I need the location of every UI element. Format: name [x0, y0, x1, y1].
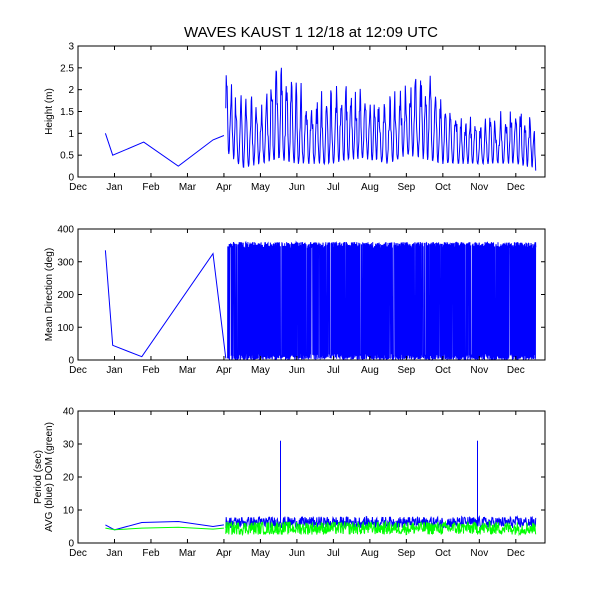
direction-xtick-label-12: Dec: [507, 365, 525, 376]
direction-ytick-label-0: 0: [68, 356, 74, 367]
height-series-0: [104, 67, 537, 171]
direction-xtick-label-1: Jan: [106, 365, 122, 376]
height-xtick-label-4: Apr: [216, 182, 232, 193]
direction-xtick-label-2: Feb: [142, 365, 160, 376]
period-ytick-label-0: 0: [68, 539, 74, 550]
height-xtick-label-5: May: [251, 182, 270, 193]
period-xtick-label-8: Aug: [361, 548, 379, 559]
period-xtick-label-9: Sep: [397, 548, 415, 559]
direction-xtick-label-6: Jun: [289, 365, 305, 376]
period-xtick-label-11: Nov: [470, 548, 488, 559]
direction-xtick-label-11: Nov: [470, 365, 488, 376]
height-ytick-label-1: 0.5: [60, 151, 74, 162]
direction-xtick-label-4: Apr: [216, 365, 232, 376]
period-series-0-early-line: [105, 520, 224, 531]
direction-xtick-label-9: Sep: [397, 365, 415, 376]
period-series-0-dense-line: [225, 515, 537, 530]
height-xtick-label-11: Nov: [470, 182, 488, 193]
direction-xtick-label-8: Aug: [361, 365, 379, 376]
period-xtick-label-12: Dec: [507, 548, 525, 559]
period-ytick-label-2: 20: [63, 473, 75, 484]
period-series-1-early-line: [105, 526, 224, 531]
direction-ytick-label-3: 300: [57, 257, 74, 268]
period-xtick-label-7: Jul: [327, 548, 340, 559]
height-ytick-label-5: 2.5: [60, 63, 74, 74]
height-ytick-label-0: 0: [68, 173, 74, 184]
height-xtick-label-0: Dec: [69, 182, 87, 193]
period-series-0: [105, 440, 537, 531]
period-series-1: [105, 520, 537, 537]
height-ytick-label-6: 3: [68, 42, 74, 53]
period-xtick-label-10: Oct: [435, 548, 451, 559]
height-chart: 0 0.5 1 1.5 2 2.5 3 Dec Jan Feb Mar Apr May Jun Jul Aug…: [44, 42, 546, 193]
height-xtick-label-8: Aug: [361, 182, 379, 193]
period-ytick-label-4: 40: [63, 407, 75, 418]
period-xtick-label-4: Apr: [216, 548, 232, 559]
height-series-0-early-line: [104, 133, 225, 167]
direction-chart: 0 100 200 300 400 Dec Jan Feb Mar Apr May Jun Jul Aug…: [44, 225, 546, 376]
direction-ylabel: Mean Direction (deg): [44, 248, 55, 341]
height-xtick-label-12: Dec: [507, 182, 525, 193]
direction-series-0: [104, 240, 537, 361]
height-xtick-label-2: Feb: [142, 182, 160, 193]
direction-series-0-early-line: [104, 250, 227, 359]
period-xtick-label-2: Feb: [142, 548, 160, 559]
height-ytick-label-3: 1.5: [60, 107, 74, 118]
height-xtick-label-6: Jun: [289, 182, 305, 193]
height-xtick-label-1: Jan: [106, 182, 122, 193]
period-ytick-label-3: 30: [63, 440, 75, 451]
direction-ytick-label-4: 400: [57, 225, 74, 236]
period-xtick-label-1: Jan: [106, 548, 122, 559]
direction-xtick-label-10: Oct: [435, 365, 451, 376]
period-xtick-label-5: May: [251, 548, 270, 559]
period-series-1-dense-line: [225, 520, 537, 537]
period-xtick-label-3: Mar: [179, 548, 197, 559]
period-ytick-label-1: 10: [63, 506, 75, 517]
direction-ytick-label-2: 200: [57, 290, 74, 301]
figure-title: WAVES KAUST 1 12/18 at 12:09 UTC: [184, 24, 438, 41]
period-ylabel-line-1: AVG (blue) DOM (green): [44, 422, 55, 532]
period-xtick-label-0: Dec: [69, 548, 87, 559]
height-ytick-label-2: 1: [68, 129, 74, 140]
height-series-0-dense-line: [225, 67, 537, 171]
height-ylabel: Height (m): [44, 88, 55, 135]
period-ylabel-line-0: Period (sec): [33, 450, 44, 504]
height-xtick-label-3: Mar: [179, 182, 197, 193]
direction-xtick-label-7: Jul: [327, 365, 340, 376]
direction-series-0-dense-line: [227, 240, 537, 361]
height-xtick-label-10: Oct: [435, 182, 451, 193]
height-xtick-label-7: Jul: [327, 182, 340, 193]
height-ytick-label-4: 2: [68, 85, 74, 96]
direction-ytick-label-1: 100: [57, 323, 74, 334]
period-chart: 0 10 20 30 40 Dec Jan Feb Mar Apr May Jun Jul Aug Sep O…: [33, 407, 546, 559]
direction-xtick-label-0: Dec: [69, 365, 87, 376]
period-xtick-label-6: Jun: [289, 548, 305, 559]
direction-xtick-label-3: Mar: [179, 365, 197, 376]
height-xtick-label-9: Sep: [397, 182, 415, 193]
direction-xtick-label-5: May: [251, 365, 270, 376]
